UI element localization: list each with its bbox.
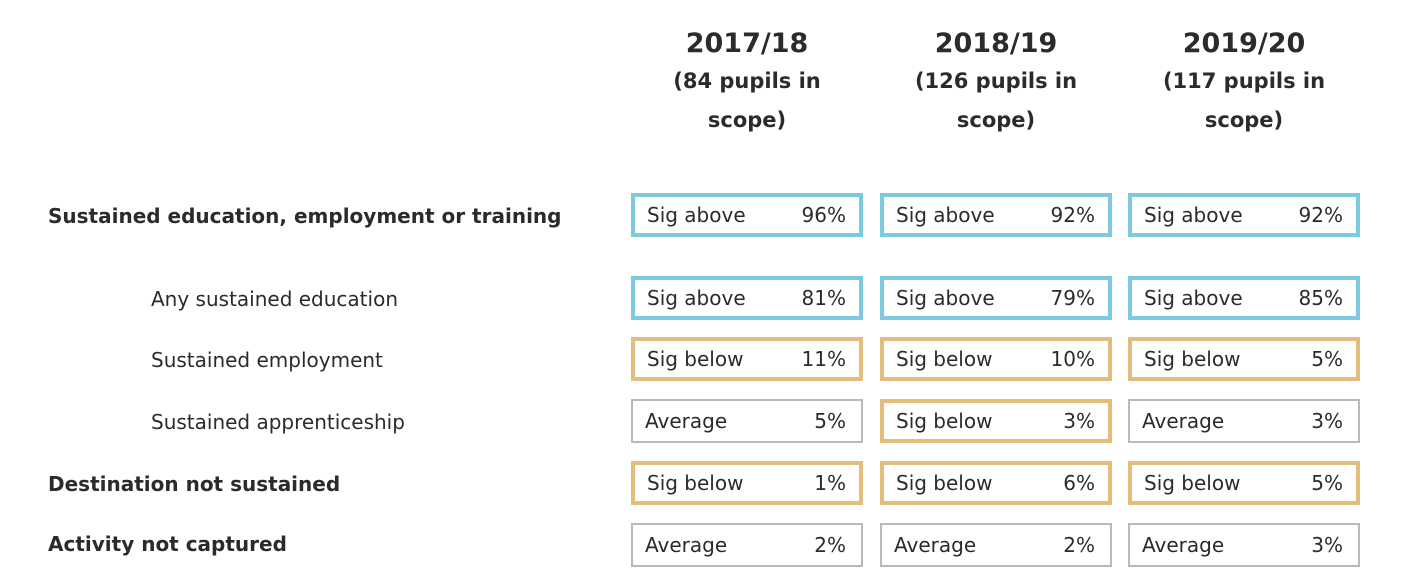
percentage-value: 79% bbox=[1050, 286, 1095, 310]
result-cell: Sig below 3% bbox=[880, 399, 1112, 443]
column-year: 2019/20 bbox=[1182, 28, 1306, 59]
status-text: Sig above bbox=[1144, 286, 1243, 310]
row-label-activity-not-captured: Activity not captured bbox=[48, 532, 287, 556]
percentage-value: 10% bbox=[1050, 347, 1095, 371]
status-text: Sig below bbox=[896, 347, 993, 371]
result-cell: Sig below 11% bbox=[631, 337, 863, 381]
result-cell: Sig above 92% bbox=[880, 193, 1112, 237]
result-cell: Average 5% bbox=[631, 399, 863, 443]
result-cell: Sig below 1% bbox=[631, 461, 863, 505]
result-cell: Sig above 81% bbox=[631, 276, 863, 320]
column-header-2017-18: 2017/18 (84 pupils in scope) bbox=[627, 26, 867, 140]
status-text: Sig above bbox=[896, 203, 995, 227]
status-text: Sig above bbox=[1144, 203, 1243, 227]
status-text: Average bbox=[1142, 409, 1225, 433]
result-cell: Average 2% bbox=[631, 523, 863, 567]
percentage-value: 5% bbox=[1311, 471, 1343, 495]
status-text: Sig above bbox=[647, 286, 746, 310]
row-label-any-sustained-education: Any sustained education bbox=[151, 287, 398, 311]
column-year: 2017/18 bbox=[685, 28, 809, 59]
row-label-destination-not-sustained: Destination not sustained bbox=[48, 472, 341, 496]
result-cell: Sig below 6% bbox=[880, 461, 1112, 505]
result-cell: Sig below 5% bbox=[1128, 337, 1360, 381]
percentage-value: 81% bbox=[801, 286, 846, 310]
percentage-value: 11% bbox=[801, 347, 846, 371]
percentage-value: 92% bbox=[1050, 203, 1095, 227]
column-subtitle: (126 pupils in scope) bbox=[914, 69, 1078, 132]
status-text: Sig below bbox=[647, 471, 744, 495]
status-text: Average bbox=[645, 533, 728, 557]
status-text: Sig below bbox=[1144, 347, 1241, 371]
result-cell: Sig above 96% bbox=[631, 193, 863, 237]
status-text: Average bbox=[1142, 533, 1225, 557]
percentage-value: 5% bbox=[1311, 347, 1343, 371]
result-cell: Sig below 10% bbox=[880, 337, 1112, 381]
percentage-value: 3% bbox=[1063, 409, 1095, 433]
percentage-value: 3% bbox=[1311, 533, 1343, 557]
result-cell: Sig above 85% bbox=[1128, 276, 1360, 320]
percentage-value: 3% bbox=[1311, 409, 1343, 433]
status-text: Sig below bbox=[896, 471, 993, 495]
status-text: Sig below bbox=[647, 347, 744, 371]
result-cell: Sig above 79% bbox=[880, 276, 1112, 320]
result-cell: Average 3% bbox=[1128, 523, 1360, 567]
percentage-value: 85% bbox=[1298, 286, 1343, 310]
column-header-2019-20: 2019/20 (117 pupils in scope) bbox=[1124, 26, 1364, 140]
percentage-value: 6% bbox=[1063, 471, 1095, 495]
status-text: Sig below bbox=[896, 409, 993, 433]
result-cell: Average 3% bbox=[1128, 399, 1360, 443]
row-label-sustained-eet: Sustained education, employment or train… bbox=[48, 204, 562, 228]
percentage-value: 92% bbox=[1298, 203, 1343, 227]
percentage-value: 5% bbox=[814, 409, 846, 433]
row-label-sustained-employment: Sustained employment bbox=[151, 348, 383, 372]
result-cell: Sig above 92% bbox=[1128, 193, 1360, 237]
column-header-2018-19: 2018/19 (126 pupils in scope) bbox=[876, 26, 1116, 140]
percentage-value: 2% bbox=[1063, 533, 1095, 557]
status-text: Sig above bbox=[896, 286, 995, 310]
status-text: Sig above bbox=[647, 203, 746, 227]
column-subtitle: (84 pupils in scope) bbox=[673, 69, 821, 132]
status-text: Sig below bbox=[1144, 471, 1241, 495]
percentage-value: 2% bbox=[814, 533, 846, 557]
status-text: Average bbox=[894, 533, 977, 557]
percentage-value: 1% bbox=[814, 471, 846, 495]
status-text: Average bbox=[645, 409, 728, 433]
column-year: 2018/19 bbox=[934, 28, 1058, 59]
percentage-value: 96% bbox=[801, 203, 846, 227]
column-subtitle: (117 pupils in scope) bbox=[1162, 69, 1326, 132]
result-cell: Sig below 5% bbox=[1128, 461, 1360, 505]
result-cell: Average 2% bbox=[880, 523, 1112, 567]
row-label-sustained-apprenticeship: Sustained apprenticeship bbox=[151, 410, 405, 434]
